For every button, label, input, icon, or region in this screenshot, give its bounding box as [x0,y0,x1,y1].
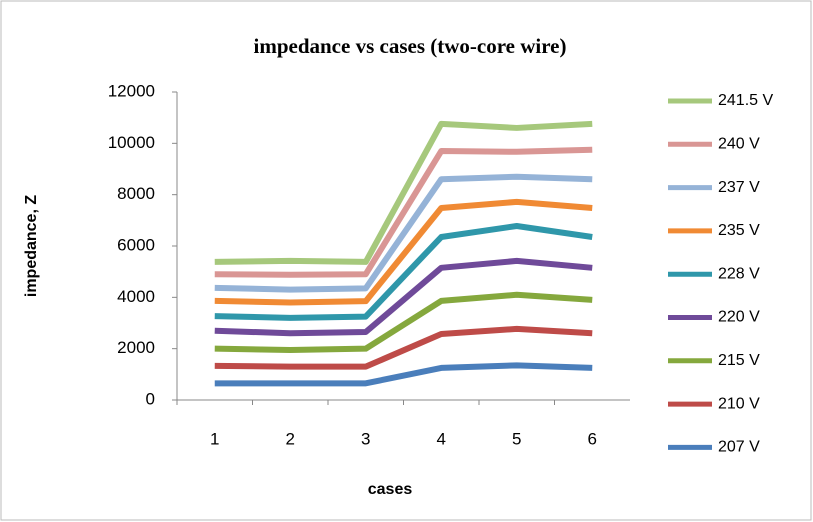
x-tick-label: 3 [361,429,370,448]
series-line [214,362,593,387]
y-tick-label: 10000 [108,133,155,152]
legend-label: 228 V [718,265,760,282]
legend-label: 220 V [718,309,760,326]
y-tick-label: 0 [146,389,155,408]
series-line [214,257,593,337]
x-tick-label: 2 [286,429,295,448]
legend-label: 235 V [718,222,760,239]
series-line [214,120,593,265]
legend-label: 240 V [718,136,760,153]
y-tick-label: 4000 [117,287,155,306]
y-tick-label: 2000 [117,338,155,357]
x-axis-label: cases [368,481,413,498]
series-line [214,291,593,353]
y-axis-label: impedance, Z [23,195,40,297]
legend-label: 237 V [718,179,760,196]
x-tick-label: 1 [210,429,219,448]
legend-label: 207 V [718,439,760,456]
y-tick-label: 8000 [117,184,155,203]
series-line [214,173,593,293]
series-line [214,146,593,278]
legend-label: 210 V [718,395,760,412]
y-tick-label: 6000 [117,235,155,254]
x-tick-label: 5 [512,429,521,448]
x-tick-label: 6 [588,429,597,448]
legend-label: 241.5 V [718,92,773,109]
y-tick-label: 12000 [108,81,155,100]
x-tick-label: 4 [437,429,446,448]
series-line [214,198,593,306]
series-line [214,325,593,370]
chart-title: impedance vs cases (two-core wire) [254,34,567,58]
series-line [214,222,593,321]
legend-label: 215 V [718,352,760,369]
